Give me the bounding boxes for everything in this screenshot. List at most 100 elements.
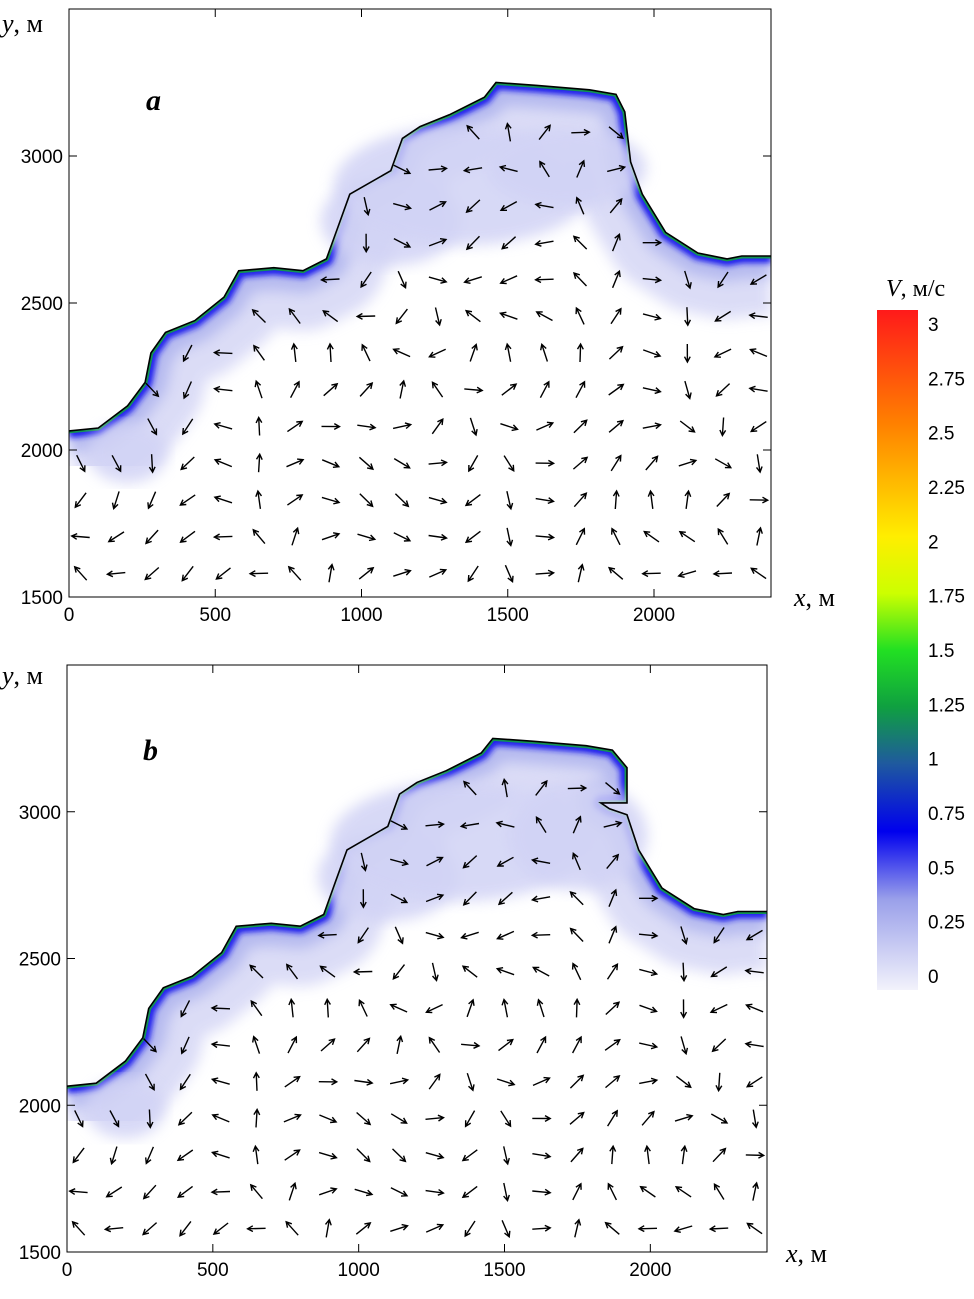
velocity-arrow <box>639 1185 656 1198</box>
velocity-arrow <box>745 929 763 941</box>
velocity-arrow <box>605 1001 621 1016</box>
y-axis-var-a: y <box>0 9 14 38</box>
velocity-arrow <box>673 1225 693 1233</box>
y-tick-label: 1500 <box>19 1243 61 1264</box>
velocity-arrow <box>574 1218 582 1238</box>
velocity-arrow <box>394 493 410 508</box>
velocity-arrow <box>745 1151 766 1159</box>
velocity-arrow <box>678 530 696 543</box>
velocity-arrow <box>534 239 554 247</box>
velocity-arrow <box>326 342 334 363</box>
velocity-arrow <box>498 1038 514 1052</box>
velocity-arrow <box>72 1147 85 1164</box>
colorbar-tick-label: 3 <box>928 315 939 336</box>
velocity-arrow <box>750 567 767 580</box>
velocity-arrow <box>571 128 591 136</box>
velocity-arrow <box>318 1151 338 1160</box>
velocity-arrow <box>572 815 582 834</box>
velocity-arrow <box>394 926 404 945</box>
velocity-arrow <box>321 459 341 468</box>
y-axis-unit-b: , м <box>14 661 43 690</box>
velocity-arrow <box>536 998 545 1018</box>
colorbar-tick-label: 1 <box>928 750 939 771</box>
velocity-arrow <box>322 310 339 323</box>
velocity-arrow <box>74 492 87 509</box>
velocity-arrow <box>535 533 556 541</box>
velocity-arrow <box>213 458 233 468</box>
velocity-arrow <box>434 307 442 327</box>
velocity-arrow <box>674 1185 692 1198</box>
velocity-arrow <box>210 1041 230 1049</box>
velocity-arrow <box>573 492 588 508</box>
velocity-arrow <box>569 927 584 942</box>
velocity-arrow <box>612 489 620 510</box>
velocity-arrow <box>463 276 483 284</box>
colorbar-tick-label: 1.75 <box>928 587 965 608</box>
velocity-arrow <box>607 164 627 173</box>
velocity-arrow <box>324 997 331 1018</box>
velocity-arrow <box>179 494 196 506</box>
velocity-arrow <box>464 530 481 544</box>
velocity-arrow <box>425 931 445 940</box>
panel-label-b: b <box>143 734 158 767</box>
velocity-arrow <box>105 570 126 578</box>
velocity-arrow <box>606 853 620 870</box>
velocity-arrow <box>357 927 369 944</box>
velocity-arrow <box>318 1187 338 1196</box>
velocity-arrow <box>495 967 515 976</box>
velocity-arrow <box>464 309 481 323</box>
coastline-b <box>66 737 767 1087</box>
x-axis-unit-a: , м <box>806 583 835 612</box>
velocity-arrow <box>319 965 336 978</box>
velocity-arrow <box>608 419 625 433</box>
velocity-arrow <box>501 1220 511 1239</box>
velocity-arrow <box>289 380 300 399</box>
x-tick-label: 1500 <box>487 605 529 626</box>
velocity-arrow <box>464 386 484 394</box>
velocity-arrow <box>464 1220 476 1238</box>
velocity-arrow <box>213 495 233 504</box>
colorbar-ticks: 0 0.25 0.5 0.75 1 1.25 1.5 1.75 2 2.25 2.5 2.75 3 <box>928 315 965 988</box>
velocity-arrow <box>431 418 444 435</box>
velocity-arrow <box>111 491 120 510</box>
velocity-arrow <box>356 1111 372 1126</box>
velocity-arrow <box>250 999 263 1017</box>
velocity-arrow <box>429 568 448 578</box>
velocity-arrow <box>389 1077 410 1085</box>
velocity-arrow <box>429 201 447 211</box>
velocity-arrow <box>358 456 374 471</box>
velocity-arrow <box>575 380 586 399</box>
velocity-arrow <box>360 271 372 289</box>
velocity-arrow <box>359 889 367 909</box>
velocity-arrow <box>468 455 479 473</box>
colorbar-tick-label: 2 <box>928 532 939 553</box>
velocity-arrow <box>246 1225 266 1233</box>
velocity-arrow <box>285 963 299 980</box>
velocity-arrow <box>572 235 588 250</box>
velocity-arrow <box>145 1146 155 1165</box>
velocity-arrow <box>287 1035 298 1054</box>
velocity-arrow <box>469 343 478 362</box>
velocity-arrow <box>503 1146 510 1166</box>
velocity-arrow <box>644 1144 651 1165</box>
x-axis-title-a: x, м <box>793 583 835 612</box>
velocity-arrow <box>145 382 160 398</box>
velocity-arrow <box>180 1000 191 1018</box>
velocity-arrow <box>639 1077 659 1085</box>
velocity-arrow <box>642 349 662 358</box>
velocity-arrow <box>501 383 518 396</box>
velocity-arrow <box>642 276 663 284</box>
velocity-arrow <box>573 419 588 434</box>
colorbar-title: V, м/с <box>886 276 945 302</box>
velocity-arrow <box>181 565 194 582</box>
velocity-arrow <box>680 1036 689 1056</box>
velocity-arrow <box>611 269 621 289</box>
velocity-arrow <box>355 312 376 320</box>
colorbar-tick-label: 1.25 <box>928 695 965 716</box>
velocity-arrow <box>390 1113 408 1124</box>
velocity-arrow <box>291 526 300 546</box>
velocity-arrow <box>425 893 445 903</box>
velocity-arrow <box>362 233 370 254</box>
velocity-arrows-a <box>70 122 770 584</box>
